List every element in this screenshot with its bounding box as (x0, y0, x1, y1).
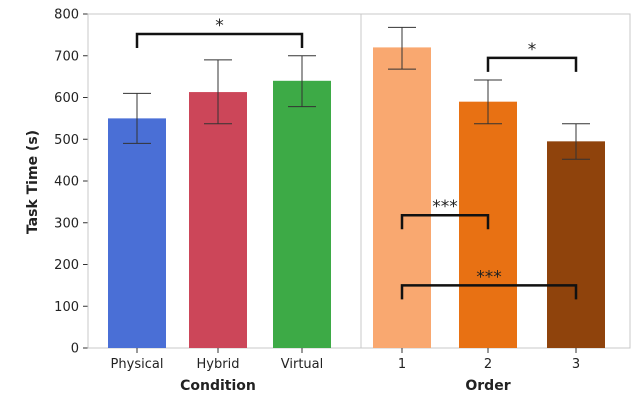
significance-label-1-2: *** (476, 267, 502, 287)
condition-panel: Physical Hybrid Virtual * (87, 13, 362, 372)
x-tick-label-1-2: 3 (572, 357, 580, 372)
x-axis-title-condition: Condition (180, 378, 256, 394)
significance-label-1-1: *** (432, 197, 458, 217)
significance-bracket-1-2 (400, 284, 578, 300)
bar-0-0 (108, 118, 166, 348)
bar-1-0 (373, 47, 431, 349)
significance-bracket-1-0 (486, 56, 578, 72)
x-axis-title-order: Order (465, 378, 510, 394)
y-tick-label-3: 300 (54, 216, 79, 231)
y-tick-label-5: 500 (54, 133, 79, 148)
y-tick-label-1: 100 (54, 300, 79, 315)
y-tick-label-0: 0 (71, 342, 79, 357)
significance-label-1-0: * (528, 40, 537, 60)
significance-label-0-0: * (215, 16, 224, 36)
x-tick-label-0-2: Virtual (281, 357, 323, 372)
y-tick-label-2: 200 (54, 258, 79, 273)
significance-bracket-0-0 (135, 32, 304, 49)
y-axis-title: Task Time (s) (25, 130, 41, 234)
y-tick-label-6: 600 (54, 91, 79, 106)
x-tick-label-0-1: Hybrid (197, 357, 240, 372)
order-panel: 1 2 3******* (360, 13, 631, 372)
x-tick-label-1-0: 1 (398, 357, 406, 372)
y-tick-label-4: 400 (54, 175, 79, 190)
bar-1-2 (547, 141, 605, 348)
y-tick-label-7: 700 (54, 49, 79, 64)
x-tick-label-1-1: 2 (484, 357, 492, 372)
y-tick-label-8: 800 (54, 8, 79, 23)
y-axis: 0 100 200 300 400 500 600 700 800 (54, 8, 89, 357)
bar-0-1 (189, 92, 247, 348)
significance-bracket-1-1 (400, 213, 490, 230)
x-tick-label-0-0: Physical (111, 357, 164, 372)
bar-0-2 (273, 80, 331, 349)
